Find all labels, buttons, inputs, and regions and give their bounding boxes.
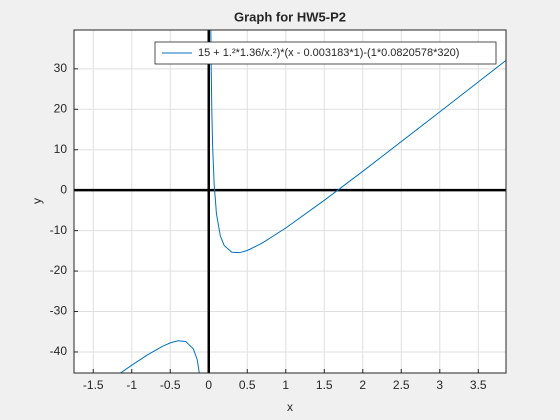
x-tick-label: -0.5 [160, 378, 181, 392]
x-tick-label: 1 [282, 378, 289, 392]
chart-title: Graph for HW5-P2 [234, 9, 346, 24]
y-tick-label: -40 [50, 344, 68, 358]
x-axis-label: x [287, 400, 293, 414]
y-tick-label: 30 [54, 61, 68, 75]
plot-content [74, 30, 506, 373]
y-tick-label: -10 [50, 223, 68, 237]
y-tick-label: 20 [54, 101, 68, 115]
x-tick-label: 0 [205, 378, 212, 392]
x-tick-label: 0.5 [239, 378, 256, 392]
y-axis-label: y [30, 198, 44, 204]
y-tick-label: -20 [50, 263, 68, 277]
x-tick-label: 3.5 [470, 378, 487, 392]
y-tick-label: 0 [60, 182, 67, 196]
x-tick-label: -1 [126, 378, 137, 392]
data-line [119, 30, 506, 373]
x-tick-label: -1.5 [83, 378, 104, 392]
axes-box [73, 29, 507, 374]
x-tick-label: 1.5 [316, 378, 333, 392]
x-tick-label: 2 [359, 378, 366, 392]
y-tick-label: 10 [54, 142, 68, 156]
x-tick-label: 3 [436, 378, 443, 392]
legend-label: 15 + 1.²*1.36/x.²)*(x - 0.003183*1)-(1*0… [198, 47, 459, 59]
x-tick-label: 2.5 [393, 378, 410, 392]
y-tick-label: -30 [50, 304, 68, 318]
plot-area [74, 30, 506, 373]
legend-box [154, 41, 497, 65]
